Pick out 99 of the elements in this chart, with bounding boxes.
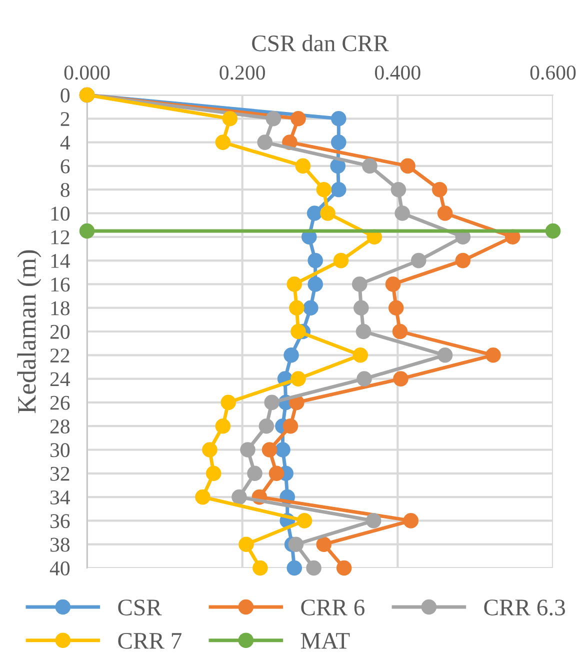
y-tick-label: 0 xyxy=(60,88,70,102)
y-tick-label: 18 xyxy=(51,301,70,316)
point xyxy=(336,560,352,576)
point xyxy=(264,394,280,410)
point xyxy=(308,276,323,292)
point xyxy=(352,348,368,363)
point xyxy=(352,276,368,292)
point xyxy=(333,252,349,268)
point xyxy=(206,466,222,482)
point xyxy=(232,489,247,505)
y-tick-label: 30 xyxy=(50,443,70,458)
y-tick-label: 20 xyxy=(50,324,70,339)
point xyxy=(262,442,278,458)
point xyxy=(393,371,408,386)
point xyxy=(296,513,312,528)
point xyxy=(215,134,231,150)
point xyxy=(356,371,372,386)
y-tick-label: 40 xyxy=(50,561,70,576)
point xyxy=(220,394,236,410)
point xyxy=(79,223,95,239)
y-tick-label: 16 xyxy=(51,278,70,292)
y-tick-label: 10 xyxy=(51,206,70,221)
legend-label: CRR 7 xyxy=(118,632,182,649)
y-tick-label: 36 xyxy=(50,514,70,528)
point xyxy=(303,300,318,316)
point xyxy=(356,324,372,340)
y-tick-label: 6 xyxy=(60,159,70,174)
point xyxy=(240,442,256,458)
x-tick-label: 0.600 xyxy=(530,66,576,80)
point xyxy=(247,466,262,482)
x-tick-label: 0.000 xyxy=(64,66,110,80)
y-tick-label: 2 xyxy=(60,112,70,126)
point xyxy=(362,158,378,174)
point xyxy=(306,206,322,221)
point xyxy=(320,206,336,221)
point xyxy=(258,418,274,434)
point xyxy=(215,418,231,434)
point xyxy=(354,300,369,316)
point xyxy=(390,182,406,198)
point xyxy=(288,536,304,552)
point xyxy=(266,111,282,126)
point xyxy=(222,111,238,126)
point xyxy=(486,348,501,363)
legend-label: CRR 6 xyxy=(301,600,364,616)
y-tick-label: 34 xyxy=(50,490,70,504)
point xyxy=(282,418,298,434)
point xyxy=(306,560,322,576)
point xyxy=(257,134,272,150)
point xyxy=(290,111,306,126)
point xyxy=(286,276,302,292)
point xyxy=(392,324,408,340)
y-tick-label: 28 xyxy=(50,419,70,434)
point xyxy=(286,560,302,576)
y-tick-label: 24 xyxy=(50,372,70,386)
point xyxy=(388,300,404,316)
point xyxy=(195,489,210,505)
point xyxy=(295,158,311,174)
point xyxy=(455,252,471,268)
point xyxy=(330,158,346,174)
y-tick-label: 26 xyxy=(50,396,70,410)
point xyxy=(366,513,382,528)
legend-label: MAT xyxy=(300,633,350,649)
y-tick-label: 4 xyxy=(60,136,70,150)
x-tick-label: 0.400 xyxy=(375,66,420,80)
point xyxy=(403,513,419,528)
point xyxy=(331,182,346,198)
point xyxy=(202,442,218,458)
y-tick-label: 38 xyxy=(50,538,70,552)
point xyxy=(316,182,332,198)
point xyxy=(316,536,332,552)
point xyxy=(545,223,561,239)
point xyxy=(410,252,426,268)
point xyxy=(238,536,254,552)
point xyxy=(284,348,299,363)
point xyxy=(394,206,410,221)
point xyxy=(437,206,453,221)
point xyxy=(331,134,346,150)
point xyxy=(385,276,401,292)
y-axis-title: Kedalaman (m) xyxy=(17,250,42,414)
y-tick-label: 22 xyxy=(50,348,70,362)
point xyxy=(437,348,453,363)
y-tick-label: 32 xyxy=(50,466,70,481)
point xyxy=(400,158,416,174)
point xyxy=(432,182,448,198)
point xyxy=(268,466,284,482)
x-tick-label: 0.200 xyxy=(220,66,265,80)
point xyxy=(252,560,268,576)
point xyxy=(308,252,323,268)
point xyxy=(289,300,304,316)
legend-label: CSR xyxy=(118,600,162,616)
point xyxy=(290,371,306,386)
point xyxy=(331,111,346,126)
y-tick-label: 12 xyxy=(51,230,70,244)
y-tick-label: 14 xyxy=(51,254,70,268)
y-tick-label: 8 xyxy=(60,182,70,198)
x-axis-title: CSR dan CRR xyxy=(252,34,389,52)
point xyxy=(275,442,290,458)
point xyxy=(290,324,306,340)
legend-label: CRR 6.3 xyxy=(484,600,565,616)
